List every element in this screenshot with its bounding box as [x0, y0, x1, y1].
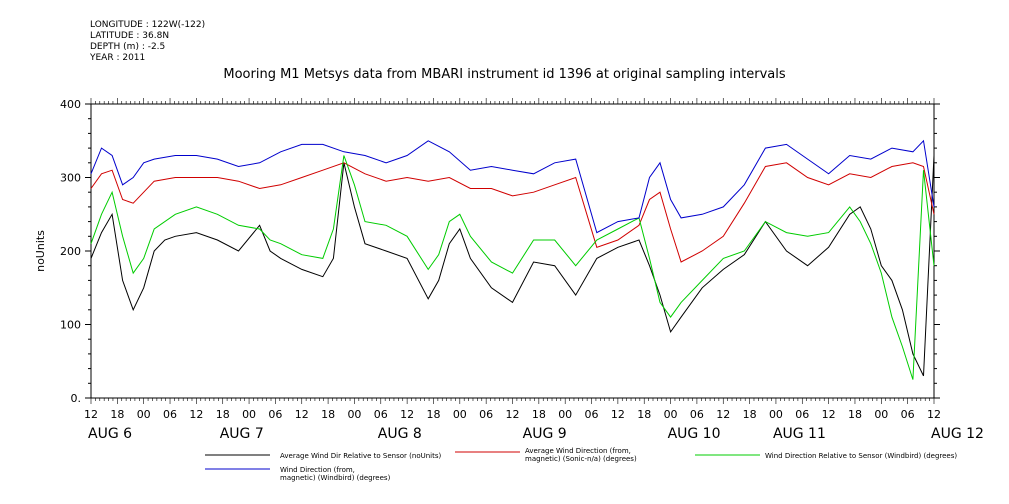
x-hour-label-9: 18: [321, 408, 335, 421]
x-day-label-5: AUG 11: [773, 426, 826, 442]
legend-label-3: Wind Direction (from, magnetic) (Windbir…: [280, 466, 391, 482]
x-hour-label-16: 12: [506, 408, 520, 421]
x-hour-label-21: 18: [637, 408, 651, 421]
x-hour-label-31: 06: [901, 408, 915, 421]
x-hour-label-5: 18: [216, 408, 230, 421]
series-line-2: [90, 155, 935, 380]
x-day-label-4: AUG 10: [668, 426, 721, 442]
y-axis-label: noUnits: [34, 230, 47, 272]
x-hour-label-24: 12: [716, 408, 730, 421]
x-hour-label-6: 00: [242, 408, 256, 421]
latitude-text: LATITUDE : 36.8N: [90, 31, 170, 41]
x-day-label-6: AUG 12: [931, 426, 984, 442]
legend-label-2: Wind Direction Relative to Sensor (Windb…: [765, 452, 958, 460]
series-line-3: [90, 139, 935, 234]
x-hour-label-29: 18: [848, 408, 862, 421]
y-tick-label-4: 400: [60, 98, 81, 111]
x-hour-label-17: 18: [532, 408, 546, 421]
x-hour-label-15: 06: [479, 408, 493, 421]
x-day-label-0: AUG 6: [88, 426, 132, 442]
chart-title: Mooring M1 Metsys data from MBARI instru…: [223, 67, 786, 82]
x-hour-label-23: 06: [690, 408, 704, 421]
x-hour-label-25: 18: [743, 408, 757, 421]
x-hour-label-11: 06: [374, 408, 388, 421]
x-hour-label-7: 06: [268, 408, 282, 421]
x-day-label-2: AUG 8: [378, 426, 422, 442]
series-line-1: [90, 162, 935, 263]
x-day-label-3: AUG 9: [523, 426, 567, 442]
series-line-0: [90, 155, 935, 377]
year-text: YEAR : 2011: [90, 53, 146, 63]
x-day-label-1: AUG 7: [220, 426, 264, 442]
x-hour-label-19: 06: [585, 408, 599, 421]
x-hour-label-20: 12: [611, 408, 625, 421]
longitude-text: LONGITUDE : 122W(-122): [90, 20, 206, 30]
x-hour-label-1: 18: [110, 408, 124, 421]
x-hour-label-30: 00: [874, 408, 888, 421]
x-hour-label-26: 00: [769, 408, 783, 421]
x-hour-label-18: 00: [558, 408, 572, 421]
legend-label-0: Average Wind Dir Relative to Sensor (noU…: [280, 452, 442, 460]
x-hour-label-3: 06: [163, 408, 177, 421]
x-hour-label-12: 12: [400, 408, 414, 421]
y-tick-label-0: 0.: [71, 392, 82, 405]
metadata-block: LONGITUDE : 122W(-122) LATITUDE : 36.8N DE…: [90, 20, 205, 64]
x-hour-label-28: 12: [822, 408, 836, 421]
x-hour-label-22: 00: [664, 408, 678, 421]
x-hour-label-14: 00: [453, 408, 467, 421]
depth-text: DEPTH (m) : -2.5: [90, 42, 166, 52]
x-hour-label-2: 00: [137, 408, 151, 421]
x-hour-label-8: 12: [295, 408, 309, 421]
x-hour-label-13: 18: [426, 408, 440, 421]
y-tick-label-1: 100: [60, 319, 81, 332]
legend-label-1: Average Wind Direction (from, magnetic) …: [525, 447, 637, 463]
y-tick-label-2: 200: [60, 245, 81, 258]
x-hour-label-0: 12: [84, 408, 98, 421]
y-tick-label-3: 300: [60, 172, 81, 185]
x-hour-label-32: 12: [927, 408, 941, 421]
x-hour-label-10: 00: [347, 408, 361, 421]
x-hour-label-4: 12: [189, 408, 203, 421]
plot-frame: [90, 103, 935, 399]
x-hour-label-27: 06: [795, 408, 809, 421]
